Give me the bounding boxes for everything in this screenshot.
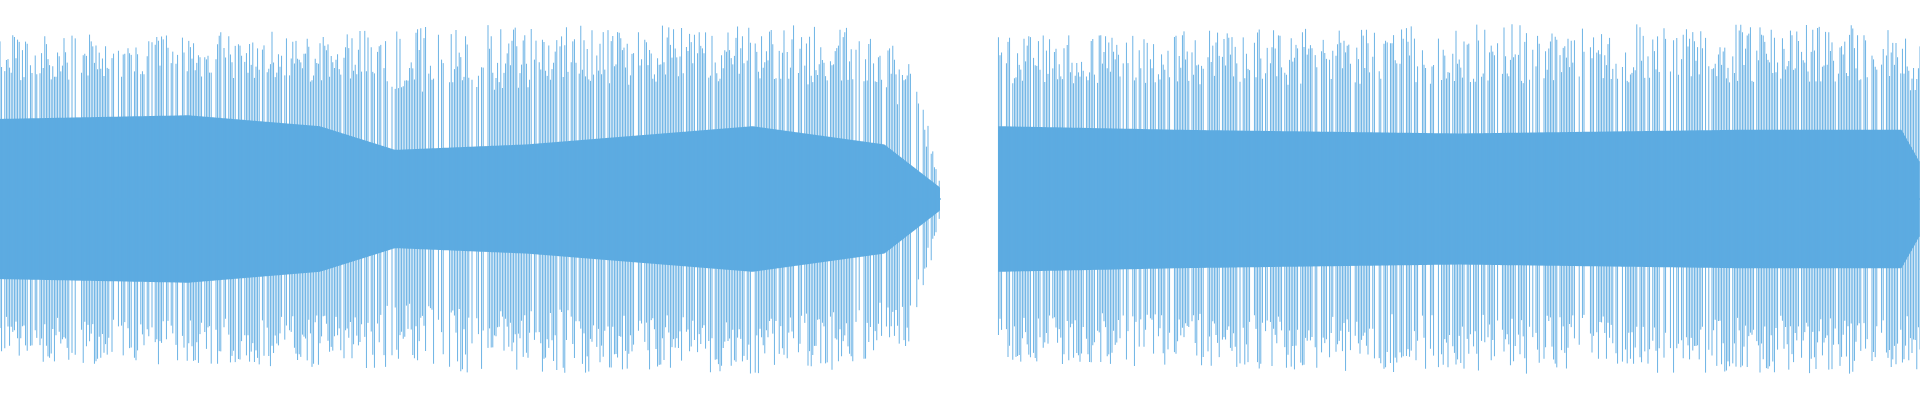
waveform-clip-clip-1[interactable] [0,25,941,374]
waveform-peaks [0,25,940,374]
waveform-peaks [997,24,1920,374]
waveform-clip-clip-2[interactable] [997,24,1920,374]
